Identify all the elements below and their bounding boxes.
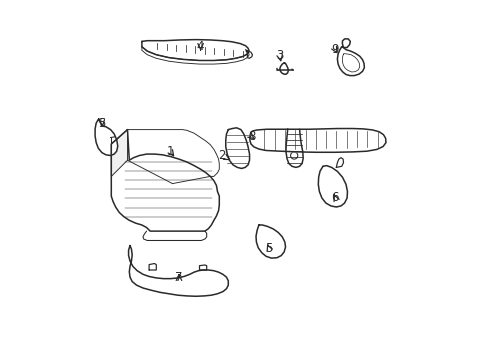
Polygon shape	[111, 130, 219, 231]
Polygon shape	[225, 128, 249, 168]
Text: 7: 7	[175, 271, 183, 284]
Text: 4: 4	[197, 40, 204, 53]
Text: 9: 9	[331, 43, 338, 56]
Polygon shape	[199, 265, 206, 270]
Polygon shape	[279, 63, 288, 74]
Polygon shape	[318, 166, 347, 207]
Text: 3: 3	[276, 49, 283, 62]
Text: 6: 6	[331, 191, 339, 204]
Text: 8: 8	[247, 130, 255, 143]
Polygon shape	[142, 40, 249, 60]
Polygon shape	[149, 264, 156, 270]
Polygon shape	[249, 129, 385, 152]
Polygon shape	[342, 39, 349, 48]
Polygon shape	[246, 51, 252, 58]
Polygon shape	[95, 119, 118, 156]
Text: 5: 5	[265, 242, 272, 255]
Polygon shape	[111, 130, 127, 176]
Text: 2: 2	[218, 149, 229, 162]
Text: 1: 1	[166, 145, 174, 158]
Text: 5: 5	[99, 117, 106, 130]
Polygon shape	[336, 158, 343, 167]
Polygon shape	[256, 225, 285, 258]
Polygon shape	[337, 47, 364, 76]
Polygon shape	[128, 246, 228, 296]
